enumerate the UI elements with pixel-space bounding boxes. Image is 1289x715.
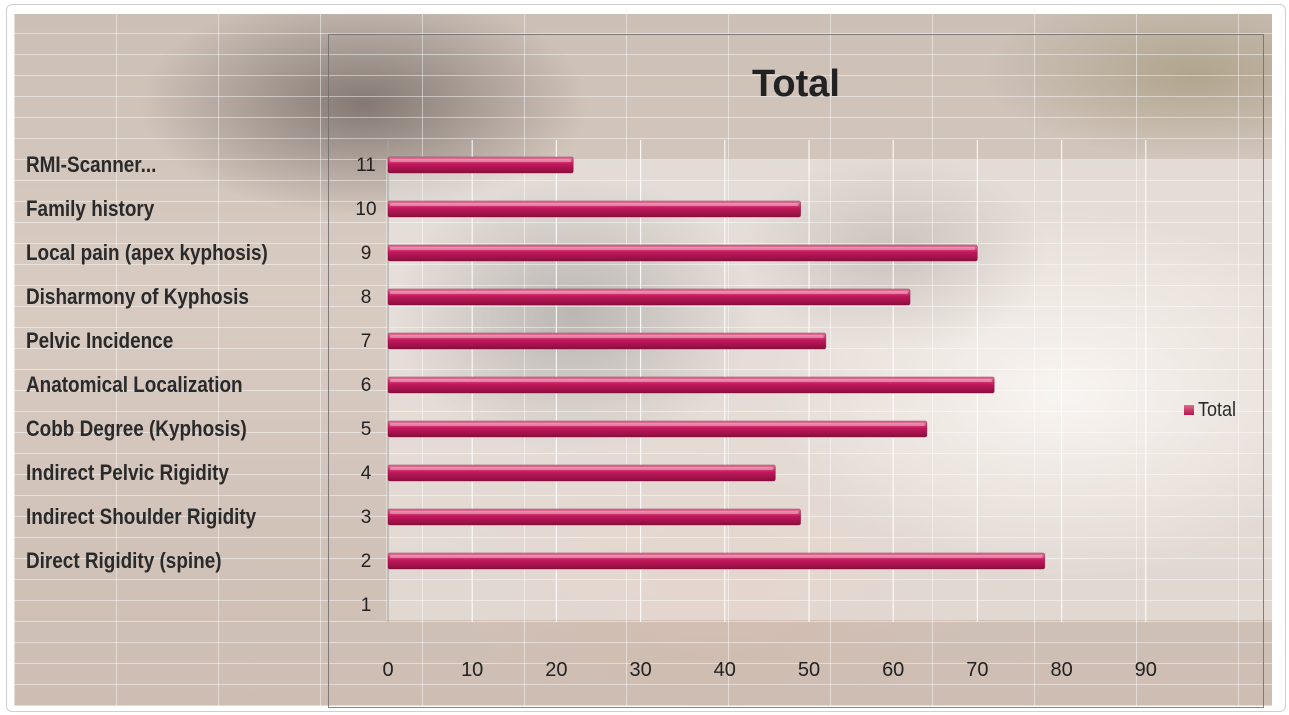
category-label: Indirect Shoulder Rigidity (26, 504, 257, 529)
bar (387, 244, 978, 262)
category-label: Indirect Pelvic Rigidity (26, 460, 229, 485)
bar (387, 508, 801, 526)
chart-area-border (328, 34, 1264, 708)
category-label: Local pain (apex kyphosis) (26, 240, 268, 265)
x-tick-label: 0 (382, 659, 393, 681)
x-tick-label: 10 (461, 659, 483, 681)
bar (387, 420, 928, 438)
bar (387, 156, 574, 174)
bar (387, 332, 827, 350)
category-label: RMI-Scanner... (26, 152, 157, 177)
legend-label: Total (1198, 398, 1237, 421)
y-tick-label: 6 (361, 375, 372, 396)
x-tick-label: 40 (714, 659, 736, 681)
background-photo (14, 14, 1272, 706)
bar (387, 288, 911, 306)
y-tick-label: 4 (361, 463, 372, 484)
bar-highlight (390, 511, 799, 514)
bar-highlight (390, 467, 774, 470)
category-label: Direct Rigidity (spine) (26, 548, 222, 573)
bar-highlight (390, 203, 799, 206)
bar-highlight (390, 555, 1043, 558)
bar-highlight (390, 423, 925, 426)
bar (387, 552, 1046, 570)
bar (387, 376, 995, 394)
y-tick-label: 8 (361, 287, 372, 308)
y-tick-label: 11 (356, 155, 376, 176)
x-tick-label: 70 (966, 659, 988, 681)
bar-highlight (390, 335, 824, 338)
x-tick-label: 20 (545, 659, 567, 681)
y-tick-label: 3 (361, 507, 372, 528)
y-tick-label: 5 (361, 419, 372, 440)
y-tick-label: 9 (361, 243, 372, 264)
spreadsheet-gridlines (14, 14, 1272, 706)
y-tick-label: 7 (361, 331, 372, 352)
bar (387, 464, 776, 482)
y-tick-label: 2 (361, 551, 372, 572)
category-label: Anatomical Localization (26, 372, 243, 397)
bar-highlight (390, 247, 976, 250)
x-tick-label: 30 (629, 659, 651, 681)
y-tick-label: 10 (355, 199, 376, 220)
x-tick-label: 60 (882, 659, 904, 681)
category-label: Disharmony of Kyphosis (26, 284, 249, 309)
category-label: Pelvic Incidence (26, 328, 174, 353)
bar (387, 200, 801, 218)
bar-highlight (390, 291, 909, 294)
legend-swatch (1184, 405, 1194, 415)
category-label: Family history (26, 196, 155, 221)
x-tick-label: 80 (1050, 659, 1072, 681)
x-tick-label: 50 (798, 659, 820, 681)
bar-highlight (390, 379, 993, 382)
x-tick-label: 90 (1135, 659, 1157, 681)
chart-title: Total (752, 63, 840, 105)
legend: Total (1184, 398, 1240, 422)
y-tick-label: 1 (361, 595, 372, 616)
category-label: Cobb Degree (Kyphosis) (26, 416, 247, 441)
bar-highlight (390, 159, 572, 162)
